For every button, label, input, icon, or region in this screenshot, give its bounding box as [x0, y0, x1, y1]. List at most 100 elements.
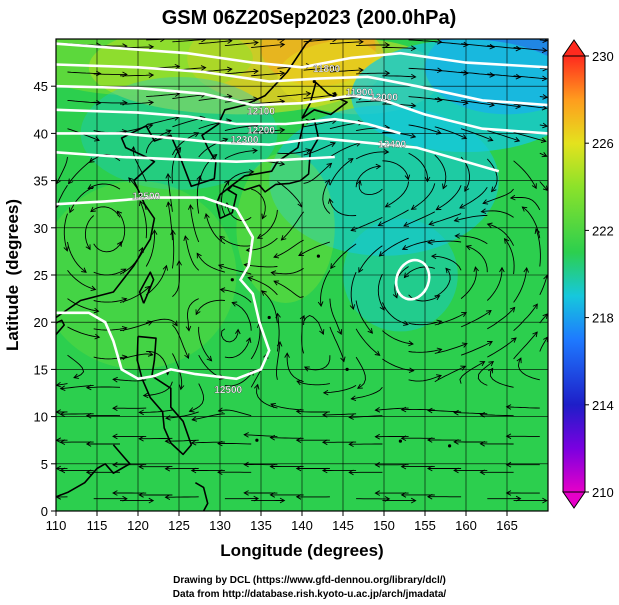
streamline-arrow	[322, 389, 329, 396]
streamline	[356, 72, 390, 75]
streamline-arrow	[85, 384, 92, 391]
streamline-arrow	[332, 64, 338, 71]
streamline	[217, 443, 252, 445]
streamline-arrow	[276, 340, 283, 347]
streamline	[271, 268, 304, 275]
streamline-arrow	[511, 337, 517, 343]
streamline	[303, 142, 336, 156]
streamline-arrow	[515, 103, 522, 110]
streamline-arrow	[235, 328, 241, 335]
streamline	[329, 41, 364, 45]
streamline	[480, 414, 514, 417]
streamline-arrow	[426, 493, 433, 500]
streamline-arrow	[479, 469, 485, 476]
streamline-arrow	[211, 154, 218, 160]
streamline-arrow	[514, 136, 521, 143]
streamline-arrow	[321, 467, 328, 474]
streamline	[251, 100, 285, 105]
streamline	[403, 211, 436, 227]
streamline-arrow	[358, 67, 364, 73]
streamline-arrow	[184, 353, 190, 360]
streamline	[120, 74, 154, 77]
streamline-arrow	[148, 44, 155, 50]
streamline-arrow	[379, 304, 385, 311]
streamline-arrow	[138, 409, 144, 416]
streamline-arrow	[358, 267, 364, 274]
x-tick-label: 150	[373, 518, 395, 533]
streamline	[63, 213, 68, 252]
streamline	[460, 310, 492, 328]
streamline	[329, 158, 354, 186]
streamline-arrow	[541, 47, 548, 54]
streamline-arrow	[90, 206, 96, 213]
streamline-arrow	[261, 290, 267, 296]
streamline	[224, 124, 258, 132]
streamline	[277, 149, 311, 154]
streamline-arrow	[348, 469, 354, 476]
streamline	[434, 365, 466, 383]
streamline-arrow	[120, 268, 127, 274]
credit-dcl: Drawing by DCL (https://www.gfd-dennou.o…	[173, 575, 446, 586]
streamline-arrow	[138, 246, 144, 253]
streamline	[93, 327, 127, 331]
island	[448, 444, 452, 448]
streamline-arrow	[392, 292, 399, 299]
streamline-arrow	[436, 319, 443, 326]
streamline	[539, 152, 547, 157]
streamline-arrow	[95, 99, 102, 106]
streamline	[296, 380, 330, 386]
streamline	[539, 124, 548, 127]
streamline-arrow	[427, 239, 433, 245]
streamline-arrow	[261, 213, 267, 220]
streamline-arrow	[410, 102, 417, 109]
streamline-arrow	[85, 244, 91, 251]
streamline	[487, 337, 517, 358]
streamline	[329, 326, 345, 362]
streamline	[408, 152, 428, 182]
streamline-arrow	[85, 441, 92, 447]
streamline-arrow	[384, 202, 391, 208]
x-tick-label: 155	[414, 518, 436, 533]
streamline	[408, 348, 442, 353]
streamline-arrow	[542, 122, 548, 129]
streamline	[187, 298, 199, 331]
streamline	[489, 368, 514, 388]
streamline-arrow	[403, 272, 410, 279]
streamline-arrow	[384, 70, 391, 76]
streamline-arrow	[428, 220, 435, 226]
streamline-arrow	[226, 93, 233, 100]
height-contour	[56, 84, 548, 135]
streamline-arrow	[509, 194, 516, 201]
streamline	[224, 150, 258, 160]
streamline-arrow	[434, 295, 441, 301]
streamline-arrow	[485, 309, 492, 316]
streamline	[427, 240, 462, 244]
streamline	[198, 138, 228, 158]
streamline-arrow	[95, 70, 102, 77]
streamline-arrow	[190, 467, 197, 474]
streamline-arrow	[542, 39, 548, 44]
streamline-arrow	[217, 440, 223, 447]
streamline	[195, 299, 225, 315]
streamline-arrow	[297, 201, 303, 208]
streamline	[251, 129, 285, 133]
streamline-arrow	[347, 158, 354, 164]
streamline	[250, 323, 261, 360]
streamline-arrow	[164, 494, 171, 500]
streamline-arrow	[138, 463, 144, 470]
streamline-arrow	[88, 157, 95, 163]
streamline-arrow	[348, 414, 354, 420]
streamline	[487, 307, 516, 330]
grid-lines	[56, 39, 548, 511]
streamline-arrow	[473, 266, 479, 273]
streamline-arrow	[350, 226, 357, 232]
y-tick-label: 5	[41, 457, 48, 472]
contour-label: 11900	[346, 88, 374, 99]
streamline-arrow	[295, 408, 302, 415]
height-contour	[56, 132, 500, 173]
streamline	[184, 236, 200, 271]
streamline	[350, 272, 357, 310]
streamline-arrow	[170, 229, 176, 236]
streamline-arrow	[148, 72, 155, 78]
